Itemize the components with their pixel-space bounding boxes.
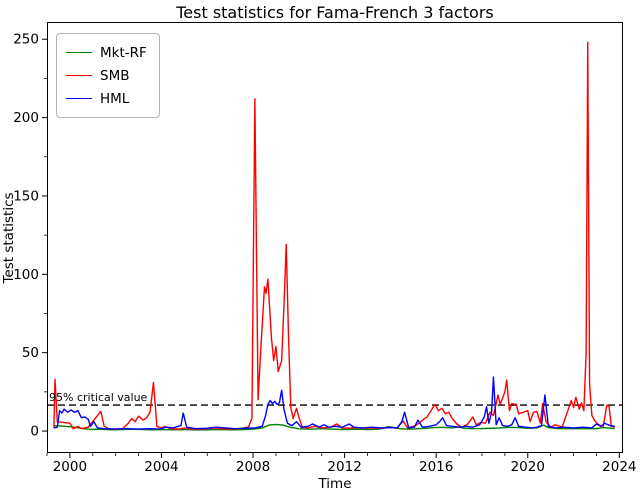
legend-label: HML [100,90,130,107]
y-axis-label: Test statistics [1,192,17,284]
x-tick-label: 2012 [327,459,361,475]
legend-item-hml: HML [66,87,147,110]
axes [47,22,623,453]
x-tick-label: 2004 [144,459,178,475]
x-tick-label: 2000 [53,459,87,475]
tick-marks [42,38,620,458]
legend-line-swatch-green [66,52,92,53]
y-tick-label: 100 [13,267,39,283]
legend: Mkt-RF SMB HML [56,33,160,118]
series-lines [53,41,615,431]
legend-line-swatch-blue [66,98,92,99]
y-tick-label: 0 [30,424,39,440]
y-tick-label: 250 [13,32,39,48]
x-tick-label: 2020 [511,459,545,475]
legend-item-smb: SMB [66,64,147,87]
x-tick-label: 2016 [419,459,453,475]
x-axis-label: Time [318,476,352,492]
x-tick-label: 2008 [236,459,270,475]
chart-title: Test statistics for Fama-French 3 factor… [176,3,494,22]
y-tick-label: 200 [13,110,39,126]
legend-label: Mkt-RF [100,44,147,61]
x-tick-label: 2024 [602,459,636,475]
legend-item-mkt-rf: Mkt-RF [66,41,147,64]
y-tick-label: 50 [22,345,39,361]
critical-value-annotation: 95% critical value [49,391,148,404]
tick-labels: 2000 2004 2008 2012 2016 2020 2024 0 50 100 150 200… [13,32,636,475]
legend-label: SMB [100,67,130,84]
y-tick-label: 150 [13,188,39,204]
legend-line-swatch-red [66,75,92,76]
series-line-hml [53,376,615,430]
plot-border [47,22,623,453]
